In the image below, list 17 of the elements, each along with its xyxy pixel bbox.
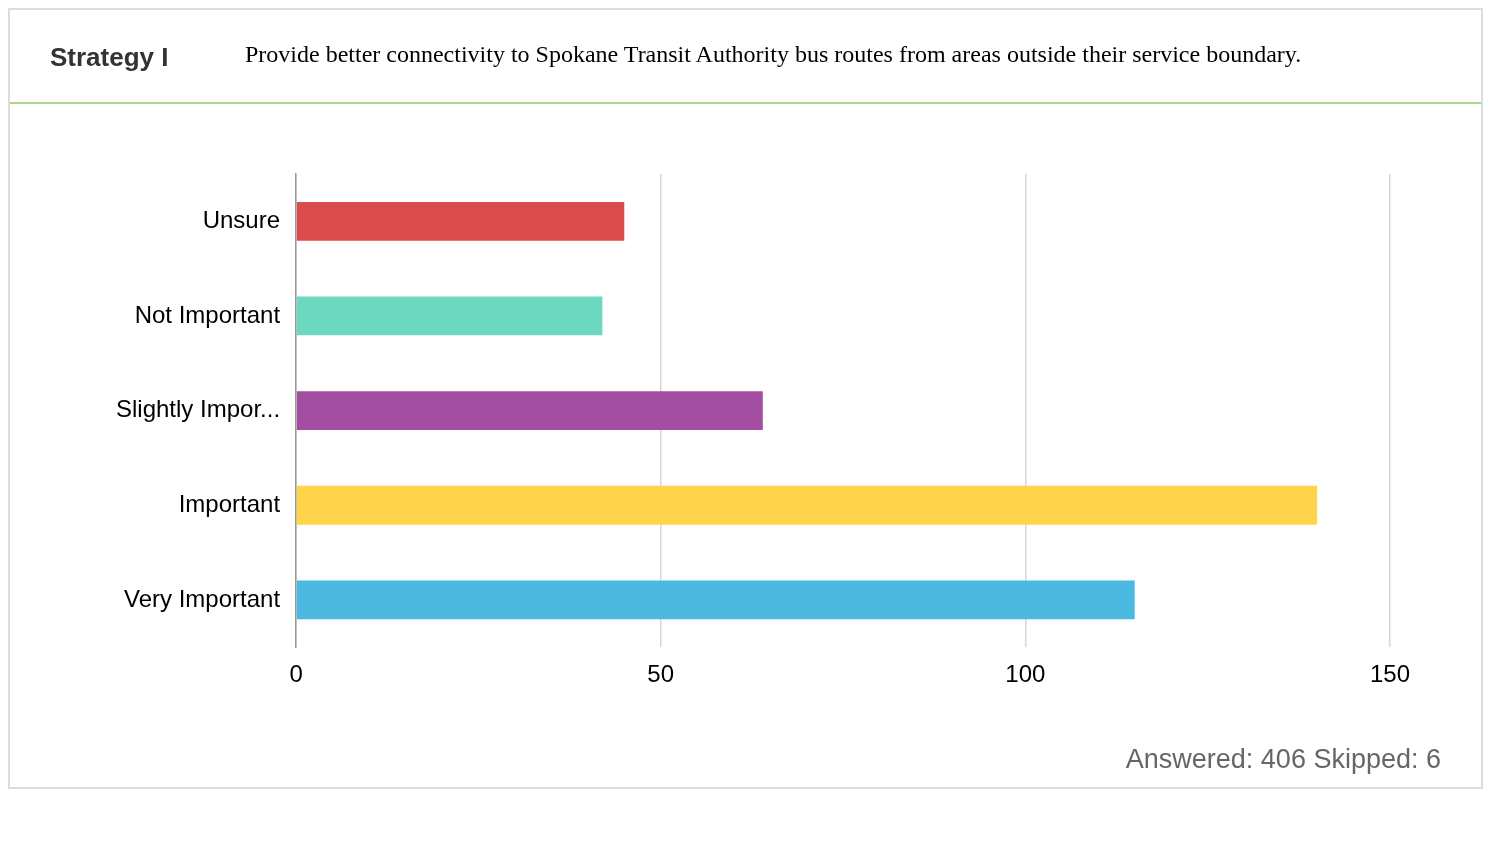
y-tick-label: Unsure xyxy=(202,205,281,233)
text: Answered: 406 Skipped: 6 xyxy=(1124,744,1441,775)
y-tick-label: Important xyxy=(178,489,281,517)
y-tick-label: Very Important xyxy=(123,584,281,612)
bar xyxy=(296,580,1135,620)
bar xyxy=(296,391,763,430)
x-tick-label: 100 xyxy=(1005,660,1046,688)
x-tick-label: 150 xyxy=(1369,660,1411,688)
x-tick-label: 50 xyxy=(647,660,675,688)
chart-subtitle: Provide better connectivity to Spokane Transit Authority bus routes from areas outside their service boundary. xyxy=(245,40,1303,69)
bar xyxy=(296,201,625,241)
bar xyxy=(296,485,1318,525)
chart-title: Strategy I xyxy=(50,41,170,74)
y-tick-label: Not Important xyxy=(134,300,281,328)
x-tick-label: 0 xyxy=(289,660,303,688)
bar xyxy=(296,296,603,336)
y-tick-label: Slightly Impor... xyxy=(116,395,281,423)
